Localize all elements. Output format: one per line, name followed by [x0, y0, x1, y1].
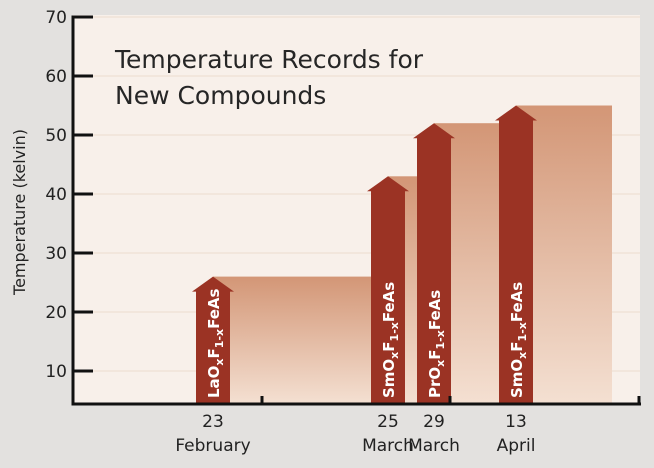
compound-subscript: 1-x: [516, 322, 529, 341]
compound-label: SmOxF1-xFeAs: [508, 282, 529, 398]
compound-text: FeAs: [426, 290, 444, 330]
compound-text: PrO: [426, 367, 444, 398]
compound-text: FeAs: [508, 282, 526, 322]
y-tick-label: 50: [45, 126, 67, 146]
chart-title-line-2: New Compounds: [115, 81, 326, 110]
compound-text: SmO: [380, 359, 398, 398]
x-tick-label-day: 29: [423, 412, 445, 432]
y-tick-label: 40: [45, 185, 67, 205]
compound-subscript: x: [388, 352, 401, 359]
compound-label: PrOxF1-xFeAs: [426, 290, 447, 398]
x-tick-label-month: March: [408, 436, 460, 456]
compound-text: FeAs: [380, 282, 398, 322]
x-tick-label-day: 13: [505, 412, 527, 432]
x-tick-label-day: 23: [202, 412, 224, 432]
x-tick-label-month: February: [175, 436, 250, 456]
x-tick-label-month: March: [362, 436, 414, 456]
y-tick-label: 20: [45, 303, 67, 323]
compound-text: F: [508, 341, 526, 351]
x-tick-label-month: April: [497, 436, 536, 456]
record-arrow: [367, 176, 409, 404]
record-arrow: [413, 123, 455, 404]
compound-text: F: [380, 341, 398, 351]
compound-subscript: x: [213, 358, 226, 365]
compound-subscript: x: [434, 360, 447, 367]
chart-title-line-1: Temperature Records for: [114, 45, 424, 74]
compound-text: LaO: [205, 366, 223, 398]
y-tick-label: 10: [45, 362, 67, 382]
y-tick-label: 60: [45, 67, 67, 87]
compound-text: F: [426, 349, 444, 359]
compound-text: SmO: [508, 359, 526, 398]
compound-text: FeAs: [205, 288, 223, 328]
compound-subscript: 1-x: [388, 322, 401, 341]
compound-text: F: [205, 348, 223, 358]
record-arrow: [192, 276, 234, 404]
compound-subscript: 1-x: [213, 329, 226, 348]
compound-label: LaOxF1-xFeAs: [205, 288, 226, 398]
record-shade: [213, 276, 388, 404]
compound-subscript: 1-x: [434, 330, 447, 349]
x-tick-label-day: 25: [377, 412, 399, 432]
y-tick-label: 70: [45, 8, 67, 28]
compound-subscript: x: [516, 352, 529, 359]
y-axis-label: Temperature (kelvin): [10, 129, 29, 296]
compound-label: SmOxF1-xFeAs: [380, 282, 401, 398]
record-arrow: [495, 105, 537, 404]
y-tick-label: 30: [45, 244, 67, 264]
